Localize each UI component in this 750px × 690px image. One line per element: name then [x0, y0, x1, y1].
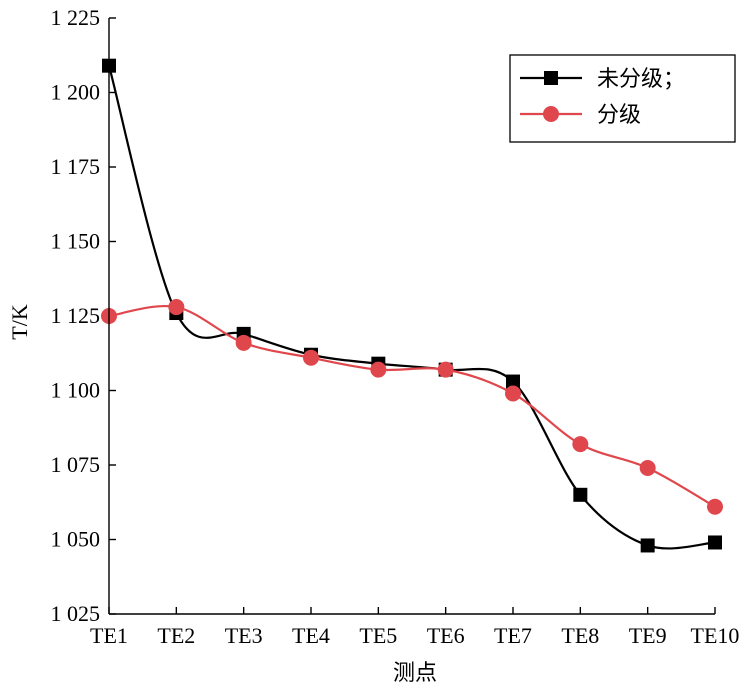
x-tick-label: TE10 [691, 623, 740, 648]
series-1 [101, 299, 723, 515]
legend-box [509, 54, 736, 143]
x-tick-label: TE7 [494, 623, 532, 648]
legend-marker-0 [544, 71, 558, 85]
series-0-point-TE10 [708, 535, 722, 550]
x-tick-label: TE9 [629, 623, 667, 648]
y-tick-label: 1 050 [51, 527, 101, 552]
x-axis-title: 测点 [393, 660, 437, 685]
axis-ticks: 1 025 1 050 1 075 1 100 1 125 1 150 1 175 1 200… [51, 5, 740, 648]
y-tick-label: 1 100 [51, 378, 101, 403]
series-1-point-TE4 [303, 349, 319, 366]
x-tick-label: TE4 [292, 623, 330, 648]
series-1-point-TE7 [505, 385, 521, 402]
x-tick-label: TE6 [427, 623, 465, 648]
legend-marker-1 [543, 106, 559, 122]
series-1-point-TE10 [707, 498, 723, 515]
series-1-point-TE6 [437, 361, 454, 378]
x-tick-label: TE5 [359, 623, 397, 648]
series-1-point-TE5 [370, 361, 387, 378]
y-tick-label: 1 225 [51, 5, 101, 30]
legend-item-0: 未分级； [520, 66, 685, 91]
series-1-point-TE8 [572, 436, 589, 453]
legend: 未分级； 分级 [509, 54, 736, 143]
legend-item-1: 分级 [520, 102, 641, 127]
series-0-point-TE8 [573, 487, 588, 502]
legend-label-1: 分级 [597, 102, 641, 127]
series-1-point-TE2 [168, 299, 185, 316]
series-0-point-TE9 [640, 538, 655, 553]
x-tick-label: TE1 [90, 623, 128, 648]
x-tick-label: TE3 [225, 623, 263, 648]
y-axis-title: T/K [7, 304, 32, 340]
legend-label-0: 未分级； [597, 66, 685, 91]
x-tick-label: TE8 [561, 623, 599, 648]
y-tick-label: 1 075 [51, 452, 101, 477]
series-0-point-TE7 [506, 374, 520, 389]
x-tick-label: TE2 [157, 623, 195, 648]
y-tick-label: 1 200 [51, 80, 101, 105]
y-tick-label: 1 175 [51, 154, 101, 179]
y-tick-label: 1 150 [51, 229, 101, 254]
series-1-point-TE3 [235, 334, 252, 351]
series-1-line [108, 305, 716, 508]
y-tick-label: 1 125 [51, 303, 101, 328]
plot-series [101, 58, 723, 553]
series-1-point-TE9 [639, 459, 656, 476]
y-tick-label: 1 025 [51, 601, 101, 626]
